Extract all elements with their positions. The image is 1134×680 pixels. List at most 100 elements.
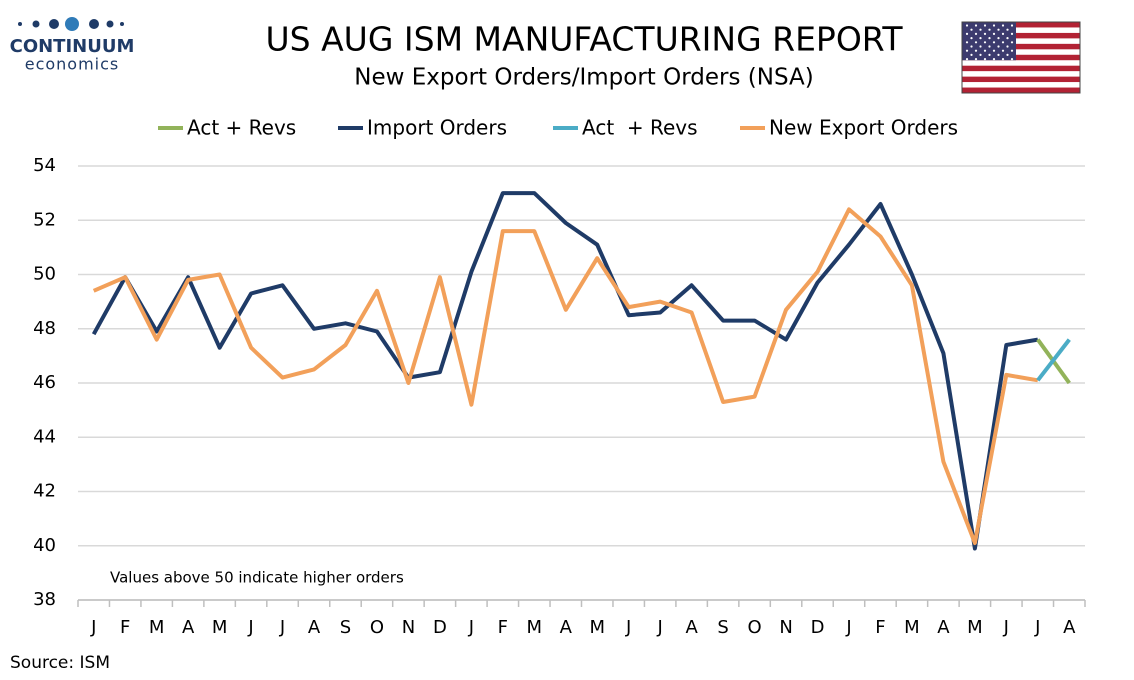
x-tick-label: S — [340, 617, 351, 638]
flag — [961, 21, 1081, 94]
y-tick-label: 50 — [33, 264, 56, 285]
source: Source: ISM — [10, 653, 110, 673]
flag-star — [983, 49, 987, 52]
x-tick-label: M — [967, 617, 983, 638]
flag-star — [997, 53, 1000, 57]
flag-star — [965, 32, 969, 36]
flag-star — [983, 32, 987, 36]
x-tick-label: M — [904, 617, 920, 638]
flag-star — [997, 45, 1000, 48]
flag-star — [970, 45, 973, 48]
x-tick-label: F — [875, 617, 885, 638]
flag-star — [965, 41, 969, 44]
x-tick-label: D — [433, 617, 447, 638]
flag-star — [997, 37, 1000, 40]
x-tick-label: J — [1034, 617, 1040, 638]
series-line — [1036, 338, 1071, 382]
y-tick-label: 52 — [33, 209, 56, 230]
flag-star — [1001, 32, 1005, 36]
flag-star — [970, 37, 973, 40]
flag-stripe — [962, 65, 1080, 72]
x-tick-label: F — [120, 617, 130, 638]
x-tick-label: S — [717, 617, 728, 638]
y-tick-label: 42 — [33, 481, 56, 502]
x-tick-label: M — [527, 617, 543, 638]
flag-star — [983, 41, 987, 44]
flag-star — [997, 28, 1000, 31]
x-tick-label: O — [747, 617, 761, 638]
flag-star — [970, 28, 973, 31]
flag-star — [992, 32, 996, 36]
flag-star — [1006, 45, 1009, 48]
series-line — [91, 191, 1039, 551]
flag-border — [961, 21, 1081, 94]
x-tick-label: D — [811, 617, 825, 638]
y-tick-label: 46 — [33, 372, 56, 393]
flag-stripe — [962, 49, 1080, 56]
flag-star — [992, 41, 996, 44]
legend-label: New Export Orders — [769, 116, 958, 140]
annotation: Values above 50 indicate higher orders — [110, 569, 404, 587]
flag-star — [983, 58, 987, 61]
legend-label: Act + Revs — [187, 116, 296, 140]
x-tick-label: J — [468, 617, 474, 638]
flag-star — [1010, 58, 1014, 61]
flag-star — [979, 28, 982, 31]
flag-star — [974, 41, 978, 44]
flag-star — [1001, 58, 1005, 61]
flag-star — [1010, 24, 1014, 27]
y-tick-label: 48 — [33, 318, 56, 339]
logo: CONTINUUM economics — [10, 17, 134, 74]
flag-star — [974, 24, 978, 27]
x-tick-label: J — [90, 617, 96, 638]
legend-label: Import Orders — [367, 116, 507, 140]
flag-stripe — [962, 43, 1080, 50]
flag-star — [992, 58, 996, 61]
flag-star — [1010, 49, 1014, 52]
x-tick-label: M — [212, 617, 228, 638]
x-tick-label: A — [560, 617, 573, 638]
flag-star — [974, 32, 978, 36]
x-tick-label: A — [685, 617, 698, 638]
flag-star — [965, 24, 969, 27]
flag-stripe — [962, 27, 1080, 34]
y-tick-label: 54 — [33, 155, 56, 176]
flag-star — [979, 53, 982, 57]
flag-star — [992, 49, 996, 52]
x-tick-label: J — [1003, 617, 1009, 638]
flag-star — [1010, 41, 1014, 44]
flag-stripe — [962, 87, 1080, 94]
series-line — [92, 207, 1039, 545]
x-tick-label: J — [625, 617, 631, 638]
flag-star — [979, 37, 982, 40]
flag-stripe — [962, 54, 1080, 61]
flag-star — [992, 24, 996, 27]
x-tick-label: A — [182, 617, 195, 638]
x-tick-label: M — [589, 617, 605, 638]
flag-stripe — [962, 22, 1080, 28]
chart-title: US AUG ISM MANUFACTURING REPORT — [266, 20, 904, 59]
flag-star — [1001, 41, 1005, 44]
flag-stripe — [962, 71, 1080, 77]
flag-star — [988, 37, 991, 40]
flag-star — [1006, 53, 1009, 57]
flag-star — [979, 45, 982, 48]
x-tick-label: F — [498, 617, 508, 638]
flag-stripe — [962, 82, 1080, 88]
flag-star — [988, 28, 991, 31]
x-tick-label: N — [402, 617, 415, 638]
flag-stripe — [962, 38, 1080, 45]
flag-stripe — [962, 32, 1080, 39]
x-tick-label: N — [779, 617, 792, 638]
flag-star — [1001, 24, 1005, 27]
x-tick-label: J — [279, 617, 285, 638]
x-tick-label: A — [308, 617, 321, 638]
y-tick-label: 40 — [33, 535, 56, 556]
flag-star — [983, 24, 987, 27]
x-tick-label: J — [845, 617, 851, 638]
flag-star — [1001, 49, 1005, 52]
flag-star — [988, 53, 991, 57]
flag-star — [1006, 37, 1009, 40]
flag-star — [1010, 32, 1014, 36]
